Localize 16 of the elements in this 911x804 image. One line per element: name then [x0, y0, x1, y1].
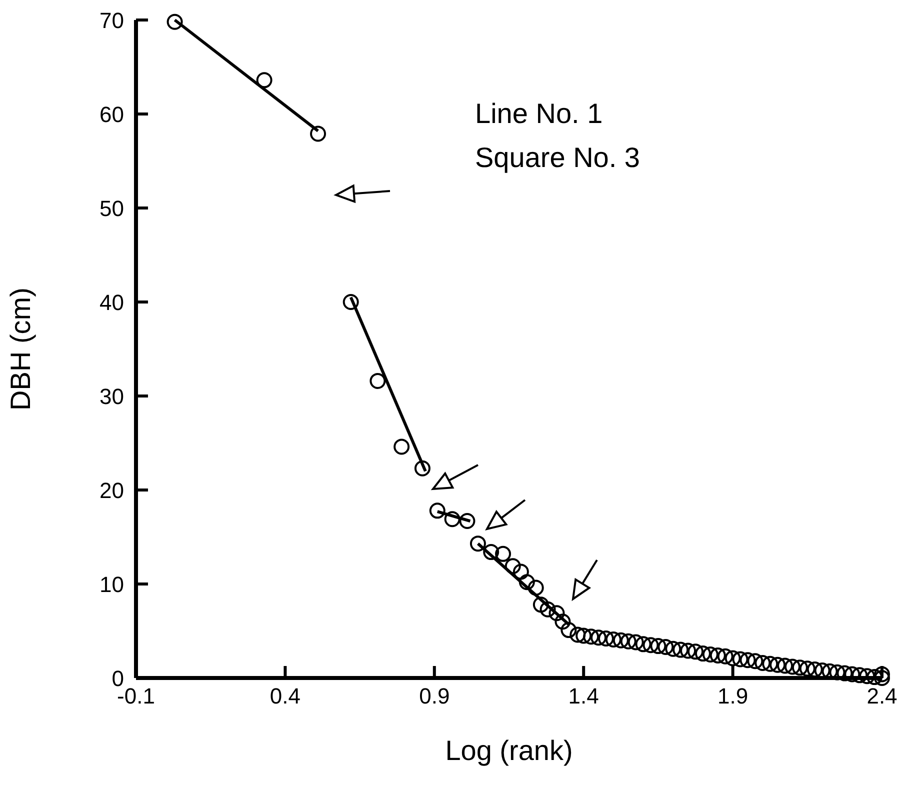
y-tick-label: 20	[100, 478, 124, 503]
y-tick-label: 50	[100, 196, 124, 221]
annotation: Line No. 1	[475, 97, 604, 131]
x-axis-title: Log (rank)	[445, 735, 573, 766]
x-tick-label: 1.4	[568, 684, 599, 709]
x-tick-label: 1.9	[718, 684, 748, 709]
y-tick-label: 40	[100, 290, 124, 315]
y-tick-label: 70	[100, 8, 124, 33]
x-tick-label: 0.9	[419, 684, 450, 709]
annotation: Square No. 3	[475, 141, 640, 175]
y-axis-title: DBH (cm)	[4, 288, 36, 410]
y-tick-label: 30	[100, 384, 124, 409]
y-tick-label: 60	[100, 102, 124, 127]
x-tick-label: 2.4	[866, 684, 898, 709]
y-tick-label: 10	[100, 572, 124, 597]
x-tick-label: 0.4	[270, 684, 300, 709]
